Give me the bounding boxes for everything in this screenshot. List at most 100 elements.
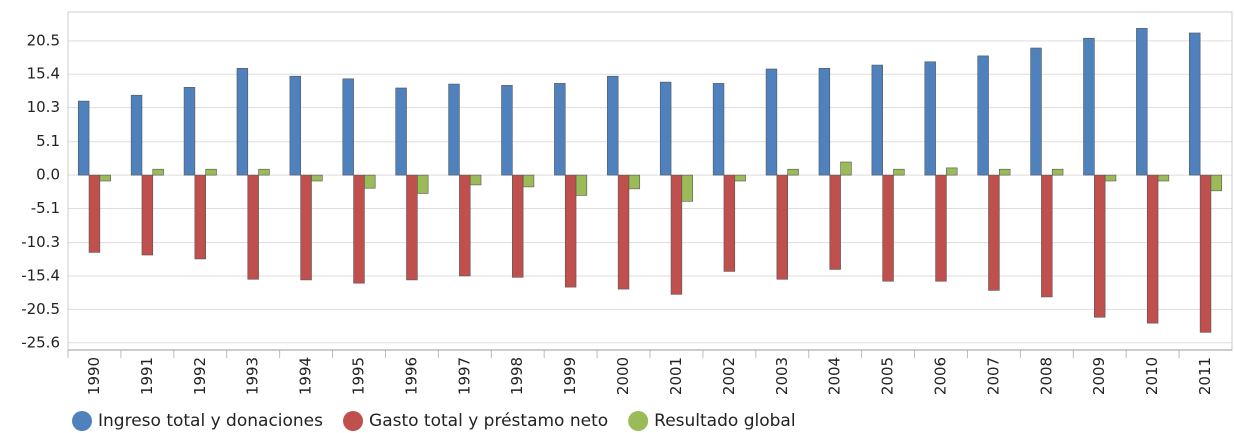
bar — [765, 68, 778, 176]
bar — [522, 174, 535, 188]
x-tick-label: 1998 — [508, 357, 526, 395]
y-tick-label: -5.1 — [31, 199, 60, 217]
bar — [575, 174, 588, 196]
bar — [776, 174, 788, 280]
bar — [141, 174, 154, 256]
bar — [448, 83, 460, 176]
x-tick-label: 1999 — [561, 357, 579, 395]
x-tick-label: 2003 — [773, 357, 791, 395]
bar — [236, 68, 249, 176]
x-tick-label: 2006 — [932, 357, 950, 395]
bar — [183, 87, 196, 176]
x-tick-label: 1990 — [85, 357, 103, 395]
legend-swatch — [72, 411, 92, 431]
bar — [977, 55, 989, 176]
bar — [247, 174, 259, 280]
y-tick-label: 20.5 — [27, 31, 60, 49]
x-tick-label: 2004 — [826, 357, 844, 395]
bar — [999, 168, 1011, 176]
bar — [459, 174, 471, 277]
bar — [1041, 174, 1053, 298]
x-tick-label: 2011 — [1196, 357, 1214, 395]
bar — [607, 75, 619, 176]
bar — [840, 161, 852, 176]
legend-swatch — [628, 411, 649, 431]
bar — [818, 68, 831, 176]
bar — [787, 168, 799, 176]
x-tick-label: 1996 — [402, 357, 420, 395]
bar — [554, 83, 566, 176]
x-tick-label: 1992 — [191, 357, 209, 395]
bar — [564, 174, 577, 288]
legend-swatch — [343, 411, 364, 431]
legend-item: Resultado global — [628, 411, 796, 431]
y-tick-label: -10.3 — [21, 233, 60, 251]
x-tick-label: 1995 — [350, 357, 368, 395]
bar — [342, 78, 354, 176]
legend-item: Gasto total y préstamo neto — [343, 411, 608, 431]
bar — [1157, 174, 1170, 182]
bar — [1104, 174, 1117, 182]
bar — [152, 168, 164, 176]
bar — [946, 167, 958, 176]
bar — [1210, 174, 1223, 192]
bar — [734, 174, 746, 182]
bar — [1189, 32, 1201, 176]
bar — [829, 174, 841, 270]
x-tick-label: 2005 — [879, 357, 897, 395]
plot-frame — [67, 11, 1233, 351]
bar — [205, 168, 217, 176]
bar — [1094, 174, 1106, 318]
y-tick-label: 5.1 — [36, 132, 60, 150]
bar — [258, 168, 270, 176]
bar — [364, 174, 376, 189]
bar — [130, 94, 143, 176]
bar — [289, 75, 301, 176]
bar — [670, 174, 683, 295]
bar — [871, 64, 883, 176]
legend-label: Ingreso total y donaciones — [98, 411, 323, 431]
bar — [88, 174, 101, 253]
legend-label: Resultado global — [654, 411, 795, 431]
bar — [893, 168, 905, 176]
x-tick-label: 2001 — [667, 357, 685, 395]
x-tick-label: 1997 — [455, 357, 473, 395]
y-tick-label: 0.0 — [36, 166, 60, 184]
bar — [395, 87, 407, 176]
bar — [681, 174, 693, 202]
bar — [1051, 168, 1064, 176]
bar — [1030, 47, 1042, 176]
legend-label: Gasto total y préstamo neto — [369, 411, 608, 431]
bar — [1083, 37, 1095, 176]
bar — [417, 174, 429, 194]
x-tick-label: 1991 — [138, 357, 156, 395]
legend-item: Ingreso total y donaciones — [72, 411, 323, 431]
bar — [988, 174, 1000, 291]
bar — [353, 174, 365, 284]
bar — [935, 174, 947, 282]
bar — [99, 174, 111, 182]
bar — [469, 174, 482, 186]
x-tick-label: 2009 — [1090, 357, 1108, 395]
bar — [617, 174, 630, 290]
x-tick-label: 2007 — [984, 357, 1002, 395]
x-tick-label: 2000 — [614, 357, 632, 395]
bar — [1136, 28, 1148, 176]
y-tick-label: -15.4 — [21, 266, 60, 284]
x-tick-label: 2008 — [1037, 357, 1055, 395]
y-tick-label: 10.3 — [27, 98, 60, 116]
x-tick-label: 2010 — [1143, 357, 1161, 395]
bar — [501, 85, 513, 176]
x-tick-label: 1993 — [244, 357, 262, 395]
x-tick-label: 2002 — [720, 357, 738, 395]
bar — [882, 174, 894, 282]
bar — [659, 81, 672, 176]
bar — [512, 174, 524, 278]
bar — [628, 174, 641, 190]
y-tick-label: -20.5 — [21, 300, 60, 318]
bar — [924, 61, 936, 176]
bar — [723, 174, 736, 272]
bar — [1146, 174, 1159, 324]
